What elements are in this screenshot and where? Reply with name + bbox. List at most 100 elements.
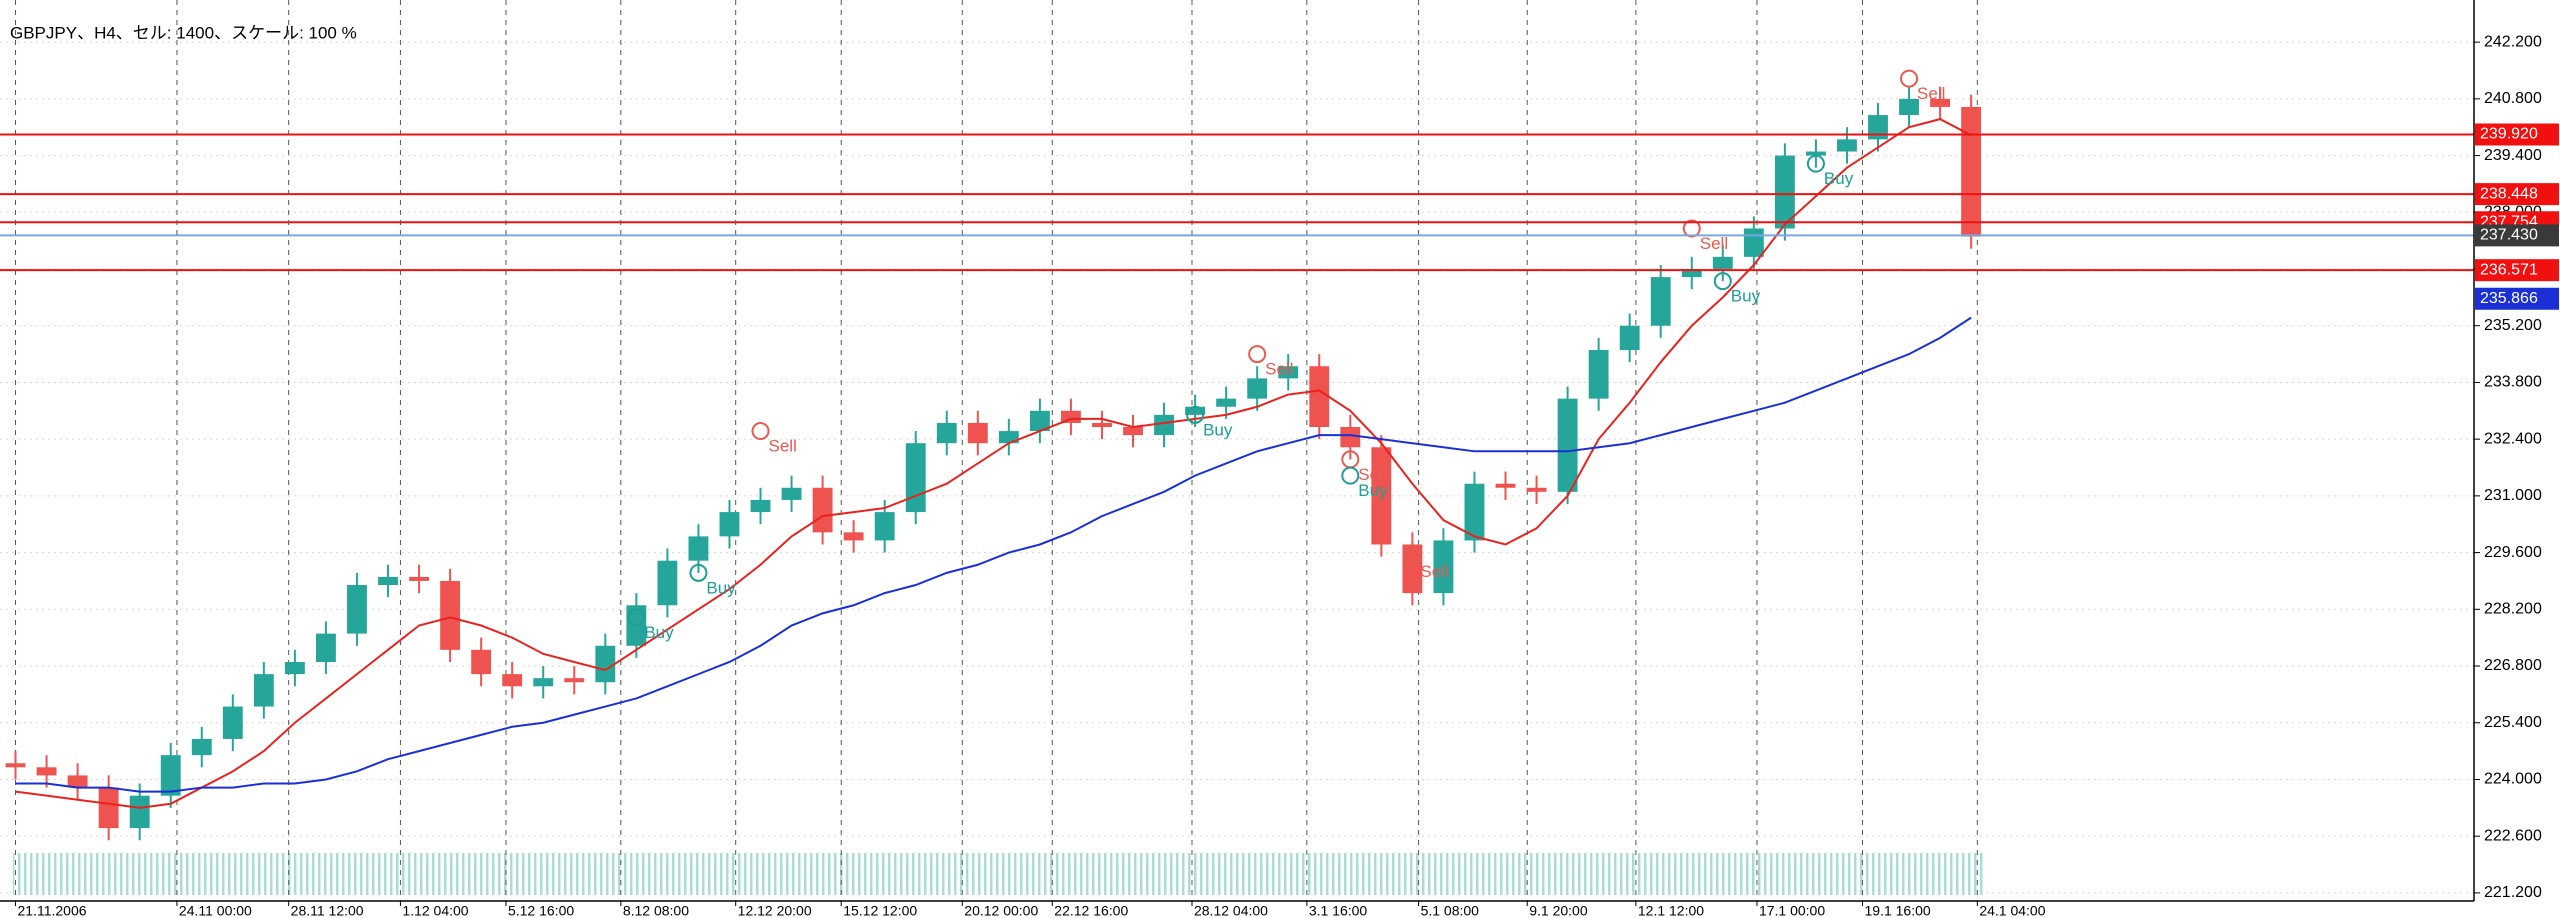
candle-body (1433, 540, 1454, 594)
signal-label: Sell (1420, 562, 1448, 581)
x-tick-label: 1.12 04:00 (402, 903, 468, 918)
candle-body (750, 499, 771, 513)
price-level-label: 236.571 (2480, 261, 2538, 278)
y-tick-label: 221.200 (2484, 884, 2542, 901)
price-level-tag (2475, 259, 2559, 282)
signal-label: Sell (1358, 465, 1386, 484)
candle-body (471, 649, 492, 675)
x-tick-label: 3.1 16:00 (1309, 903, 1368, 918)
candle-body (316, 633, 336, 662)
candle-body (347, 585, 367, 634)
candle-body (1712, 256, 1733, 270)
y-tick-label: 232.400 (2484, 430, 2542, 447)
signal-marker (1682, 219, 1701, 238)
y-tick-label: 222.600 (2484, 827, 2542, 844)
moving-average (15, 118, 1972, 809)
candle-body (533, 678, 554, 687)
candle-body (378, 576, 398, 586)
candle-body (1619, 325, 1640, 351)
candle-body (1526, 487, 1547, 492)
candle-body (781, 487, 802, 500)
candle-body (1185, 406, 1206, 415)
x-tick-label: 17.1 00:00 (1759, 903, 1825, 918)
signal-marker (1713, 272, 1732, 291)
signal-marker (627, 608, 646, 627)
candle-body (440, 580, 461, 650)
signal-marker (1186, 405, 1205, 424)
signal-label: Buy (1358, 481, 1388, 500)
candle-body (1588, 350, 1609, 399)
x-tick-label: 19.1 16:00 (1864, 903, 1930, 918)
signal-marker (1900, 69, 1919, 88)
price-level-tag (2475, 183, 2559, 206)
candle-body (5, 763, 26, 768)
candle-body (1743, 228, 1764, 257)
candle-body (1805, 151, 1826, 156)
x-tick-label: 5.1 08:00 (1421, 903, 1480, 918)
x-tick-label: 15.12 12:00 (843, 903, 917, 918)
candle-body (688, 536, 709, 561)
candle-body (1216, 398, 1237, 407)
candle-body (1154, 414, 1174, 436)
chart-title: GBPJPY、H4、セル: 1400、スケール: 100 % (10, 23, 357, 42)
candle-body (1340, 427, 1361, 448)
price-level-tag (2475, 123, 2559, 146)
x-tick-label: 8.12 08:00 (623, 903, 689, 918)
y-tick-label: 235.200 (2484, 317, 2542, 334)
signal-label: Buy (1824, 169, 1854, 188)
candle-body (1961, 106, 1982, 237)
x-tick-label: 5.12 16:00 (508, 903, 574, 918)
candle-body (1402, 544, 1423, 594)
candle-body (1774, 155, 1795, 229)
candle-body (1868, 115, 1888, 140)
y-tick-label: 239.400 (2484, 147, 2542, 164)
moving-average (15, 316, 1972, 793)
y-tick-label: 229.600 (2484, 544, 2542, 561)
x-tick-label: 21.11.2006 (18, 903, 87, 918)
candle-body (1557, 398, 1578, 492)
candle-body (1650, 277, 1671, 326)
y-tick-label: 226.800 (2484, 657, 2542, 674)
y-tick-label: 240.800 (2484, 90, 2542, 107)
candle-body (98, 787, 119, 829)
signal-marker (1806, 154, 1825, 173)
candle-body (284, 661, 305, 675)
candle-body (253, 674, 274, 707)
signal-marker (751, 422, 770, 441)
price-level-label: 238.448 (2480, 185, 2538, 202)
candle-body (1837, 139, 1857, 152)
candle-body (67, 775, 88, 788)
x-tick-label: 9.1 20:00 (1529, 903, 1588, 918)
x-tick-label: 28.11 12:00 (291, 903, 364, 918)
x-tick-label: 24.1 04:00 (1979, 903, 2045, 918)
candle-body (719, 512, 740, 537)
signal-label: Buy (706, 578, 736, 597)
candle-body (191, 738, 212, 756)
signal-marker (1248, 345, 1267, 364)
price-level-tag (2475, 224, 2559, 247)
candle-body (843, 532, 864, 541)
candle-body (812, 487, 833, 533)
candle-body (998, 431, 1019, 444)
candle-body (222, 706, 243, 739)
signal-marker (1403, 547, 1422, 566)
signal-label: Sell (769, 437, 797, 456)
candle-body (1681, 269, 1702, 278)
candle-body (129, 795, 150, 829)
price-level-label: 235.866 (2480, 290, 2538, 307)
candle-body (874, 512, 895, 541)
candle-body (1464, 483, 1485, 541)
candle-body (1309, 366, 1330, 428)
candle-body (1371, 447, 1392, 545)
y-tick-label: 224.000 (2484, 771, 2542, 788)
signal-marker (1341, 466, 1360, 485)
candle-body (1123, 427, 1143, 436)
x-tick-label: 28.12 04:00 (1194, 903, 1268, 918)
candle-body (1930, 98, 1951, 107)
candle-body (967, 422, 988, 444)
price-level-tag (2475, 287, 2559, 310)
signal-marker (689, 563, 708, 582)
candle-body (936, 422, 957, 444)
x-tick-label: 12.1 12:00 (1638, 903, 1704, 918)
